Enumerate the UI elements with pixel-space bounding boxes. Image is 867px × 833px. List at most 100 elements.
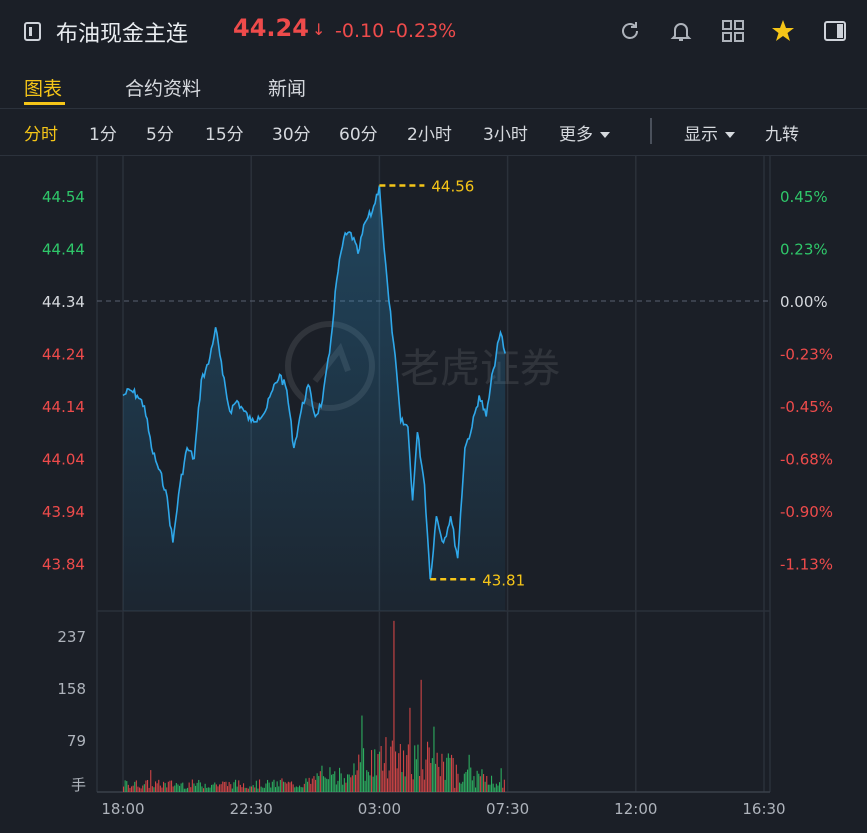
volume-bar xyxy=(263,787,265,792)
volume-bar xyxy=(227,786,229,792)
volume-bar xyxy=(198,779,200,792)
refresh-icon[interactable] xyxy=(617,18,643,44)
nine-turn-button[interactable]: 九转 xyxy=(765,125,799,145)
volume-bar xyxy=(172,786,174,792)
volume-bar xyxy=(388,770,390,792)
period-30m[interactable]: 30分 xyxy=(272,125,311,145)
volume-bar xyxy=(476,770,478,792)
volume-bar xyxy=(217,786,219,792)
volume-bar xyxy=(367,771,369,792)
volume-bar xyxy=(159,785,161,792)
time-tick-label: 12:00 xyxy=(614,800,657,818)
volume-bar xyxy=(353,763,355,792)
period-1m[interactable]: 1分 xyxy=(89,125,117,145)
volume-bar xyxy=(363,748,365,792)
volume-bar xyxy=(167,781,169,792)
volume-bar xyxy=(339,767,341,792)
volume-bar xyxy=(377,754,379,792)
volume-bar xyxy=(177,784,179,792)
volume-bar xyxy=(228,782,230,792)
toolbar-separator xyxy=(650,118,652,144)
period-3h[interactable]: 3小时 xyxy=(483,125,528,145)
time-tick-label: 03:00 xyxy=(358,800,401,818)
period-5m[interactable]: 5分 xyxy=(146,125,174,145)
time-tick-label: 18:00 xyxy=(101,800,144,818)
volume-bar xyxy=(414,745,416,792)
volume-bar xyxy=(324,777,326,792)
volume-bar xyxy=(223,781,225,792)
volume-bar xyxy=(463,773,465,792)
volume-bar xyxy=(430,762,432,792)
volume-bar xyxy=(428,747,430,792)
intraday-chart[interactable]: 老虎证券 44.56 43.81 44.54 44.44 44.34 44.24 44.1… xyxy=(0,156,867,833)
volume-bar xyxy=(238,780,240,792)
volume-bar xyxy=(422,769,424,792)
volume-bar xyxy=(166,787,168,792)
volume-bar xyxy=(318,776,320,792)
volume-bar xyxy=(452,757,454,792)
bell-icon[interactable] xyxy=(668,18,694,44)
volume-bar xyxy=(132,785,134,792)
volume-bar xyxy=(361,715,363,792)
volume-bar xyxy=(500,768,502,792)
volume-bar xyxy=(131,786,133,792)
volume-bar xyxy=(270,787,272,792)
volume-bar xyxy=(399,744,401,792)
volume-bar xyxy=(391,740,393,792)
volume-bar xyxy=(286,783,288,792)
tab-chart[interactable]: 图表 xyxy=(24,78,63,100)
volume-bar xyxy=(182,782,184,792)
volume-bar xyxy=(439,776,441,792)
price-area xyxy=(123,185,506,611)
volume-bar xyxy=(203,788,205,792)
volume-bar xyxy=(372,776,374,792)
volume-bar xyxy=(211,784,213,792)
volume-bar xyxy=(374,749,376,792)
volume-bar xyxy=(425,759,427,792)
volume-bar xyxy=(140,788,142,792)
period-more-dropdown[interactable]: 更多 xyxy=(559,120,610,145)
volume-bar xyxy=(233,782,235,792)
grid-icon[interactable] xyxy=(720,18,746,44)
volume-bar xyxy=(471,780,473,792)
volume-bar xyxy=(243,783,245,792)
volume-bar xyxy=(287,781,289,792)
menu-icon[interactable] xyxy=(24,22,41,41)
volume-bar xyxy=(239,784,241,792)
more-label: 更多 xyxy=(559,125,593,145)
volume-bar xyxy=(465,771,467,792)
volume-bar xyxy=(175,783,177,792)
low-marker-label: 43.81 xyxy=(482,571,525,589)
volume-bar xyxy=(291,781,293,792)
volume-bar xyxy=(441,753,443,792)
tab-contract-info[interactable]: 合约资料 xyxy=(125,78,202,100)
tab-news[interactable]: 新闻 xyxy=(268,78,307,100)
volume-bar xyxy=(436,752,438,792)
display-dropdown[interactable]: 显示 xyxy=(684,120,735,145)
volume-bar xyxy=(190,787,192,792)
volume-bar xyxy=(347,774,349,792)
period-15m[interactable]: 15分 xyxy=(205,125,244,145)
volume-bar xyxy=(209,787,211,792)
sidebar-icon[interactable] xyxy=(822,18,848,44)
period-intraday[interactable]: 分时 xyxy=(24,125,58,145)
volume-bar xyxy=(188,782,190,792)
volume-bar xyxy=(342,784,344,792)
star-icon[interactable] xyxy=(770,18,796,44)
volume-bar xyxy=(302,787,304,792)
volume-bar xyxy=(489,784,491,792)
volume-bar xyxy=(267,779,269,792)
period-2h[interactable]: 2小时 xyxy=(407,125,452,145)
price-tick-label: 44.34 xyxy=(42,293,85,311)
volume-bar xyxy=(479,776,481,792)
volume-bar xyxy=(219,784,221,792)
volume-bar xyxy=(235,779,237,792)
volume-layer xyxy=(123,620,505,792)
price-tick-label: 43.94 xyxy=(42,503,85,521)
period-60m[interactable]: 60分 xyxy=(339,125,378,145)
volume-bar xyxy=(326,778,328,792)
volume-bar xyxy=(196,782,198,792)
volume-bar xyxy=(251,786,253,792)
volume-bar xyxy=(206,787,208,792)
high-marker-label: 44.56 xyxy=(431,178,474,196)
